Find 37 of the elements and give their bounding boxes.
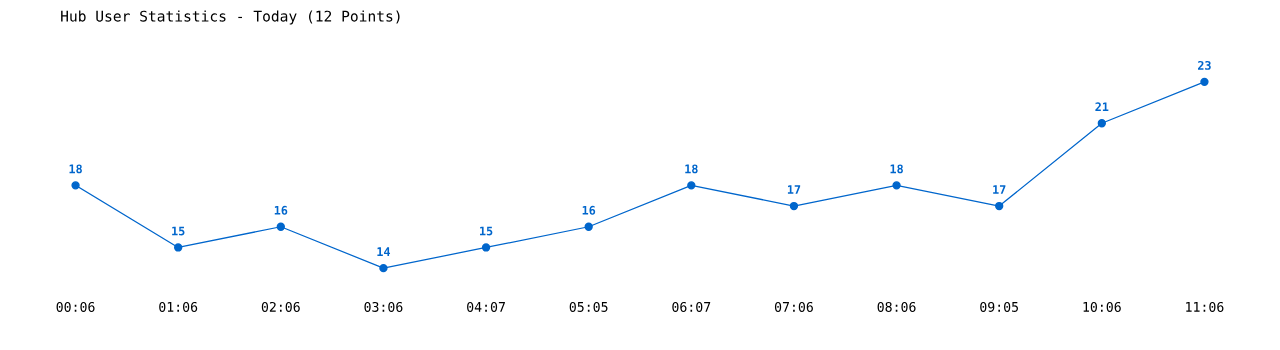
point: [174, 243, 183, 252]
data-label: 17: [787, 185, 801, 194]
x-tick-label: 11:06: [1186, 301, 1224, 312]
data-label: 18: [69, 164, 82, 174]
data-label: 18: [685, 164, 698, 174]
data-label: 16: [274, 205, 288, 215]
point: [687, 181, 696, 190]
point: [892, 181, 901, 190]
data-label: 15: [480, 226, 493, 236]
point: [71, 181, 80, 190]
data-label: 23: [1198, 60, 1211, 70]
point: [379, 263, 388, 273]
x-tick-label: 10:06: [1083, 301, 1121, 312]
point: [584, 222, 593, 231]
point: [1200, 77, 1209, 87]
point: [481, 243, 491, 252]
x-tick-label: 01:06: [159, 301, 198, 312]
point: [276, 222, 285, 231]
x-tick-label: 02:06: [261, 301, 300, 312]
data-label: 16: [582, 205, 596, 215]
data-label: 14: [377, 247, 391, 256]
point: [995, 201, 1004, 211]
point: [789, 201, 799, 211]
x-tick-label: 00:06: [56, 301, 95, 312]
x-tick-label: 03:06: [364, 301, 403, 312]
x-tick-label: 09:05: [980, 301, 1018, 312]
data-label: 18: [890, 164, 903, 174]
x-tick-label: 04:07: [467, 301, 505, 312]
point: [1097, 119, 1106, 128]
data-label: 21: [1095, 102, 1109, 112]
data-label: 17: [993, 185, 1006, 194]
x-tick-label: 06:07: [672, 301, 711, 312]
x-tick-label: 08:06: [877, 301, 916, 312]
chart-title: Hub User Statistics - Today (12 Points): [61, 10, 400, 25]
x-tick-label: 07:06: [774, 301, 813, 312]
x-tick-label: 05:05: [569, 301, 608, 312]
data-label: 15: [172, 226, 185, 236]
